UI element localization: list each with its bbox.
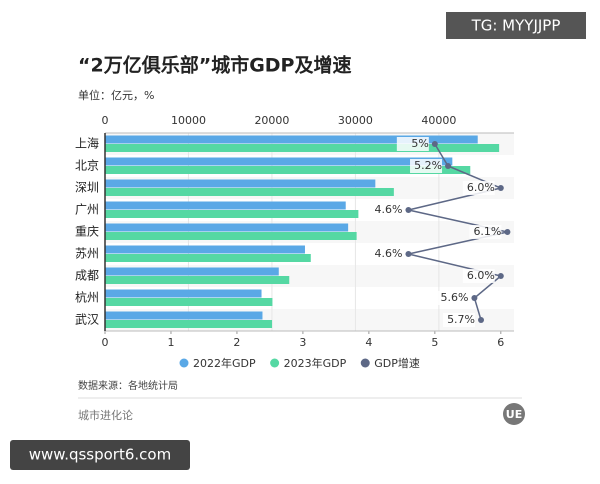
data-label: 6.0%: [467, 269, 495, 282]
legend-label: 2022年GDP: [193, 356, 256, 370]
bar: [105, 232, 357, 240]
bar: [105, 276, 290, 284]
y-tick-label: 北京: [75, 159, 99, 173]
plot: 0 10000 20000 30000 40000 0 1 2 3 4 5 6 5% 5.2% 6.0% 4.…: [75, 114, 514, 370]
bar: [105, 311, 263, 320]
chart-title: “2万亿俱乐部”城市GDP及增速: [78, 54, 352, 77]
bar: [105, 223, 349, 232]
bar: [105, 210, 359, 218]
line-point: [405, 207, 412, 213]
legend-marker: [179, 358, 189, 368]
legend-marker: [360, 358, 370, 368]
line-point: [504, 229, 511, 235]
line-point: [478, 317, 485, 323]
data-label: 6.0%: [467, 181, 495, 194]
legend-label: GDP增速: [374, 356, 420, 370]
x-tick-label: 4: [365, 336, 372, 349]
y-tick-label: 上海: [75, 136, 99, 151]
label-bg: [410, 159, 443, 173]
bar: [105, 135, 478, 144]
label-bg: [443, 313, 476, 327]
source: 数据来源：各地统计局: [78, 379, 178, 392]
label-bg: [469, 225, 502, 239]
data-label: 6.1%: [473, 225, 501, 238]
legend-label: 2023年GDP: [284, 356, 347, 370]
url-banner: www.qssport6.com: [29, 446, 171, 464]
bar: [105, 179, 376, 188]
x-tick-label: 0: [102, 336, 109, 349]
x2-tick-label: 20000: [254, 114, 289, 127]
x-tick-label: 3: [299, 336, 306, 349]
line-point: [445, 163, 452, 169]
bar: [105, 289, 262, 298]
bar: [105, 144, 500, 152]
label-bg: [436, 291, 469, 305]
label-bg: [462, 181, 495, 195]
banner-box: [446, 12, 586, 39]
label-bg: [462, 269, 495, 283]
bar: [105, 166, 471, 174]
line-point: [497, 185, 504, 191]
y-tick-label: 武汉: [75, 313, 99, 327]
x-tick-label: 5: [431, 336, 438, 349]
bar: [105, 254, 311, 262]
line-point: [471, 295, 478, 301]
bar: [105, 267, 279, 276]
footer: 城市进化论: [78, 408, 133, 422]
label-bg: [370, 247, 403, 261]
logo: UE: [506, 408, 522, 421]
label-bg: [370, 203, 403, 217]
line-point: [431, 141, 438, 147]
url-box: [10, 440, 190, 470]
x-tick-label: 1: [167, 336, 174, 349]
y-tick-label: 苏州: [75, 247, 99, 261]
chart-subtitle: 单位：亿元，%: [78, 88, 154, 102]
x-tick-label: 2: [233, 336, 240, 349]
legend-marker: [270, 358, 280, 368]
data-label: 5%: [411, 137, 428, 150]
line-point: [497, 273, 504, 279]
data-label: 5.6%: [440, 291, 468, 304]
bar: [105, 298, 273, 306]
data-label: 5.2%: [414, 159, 442, 172]
bar: [105, 201, 346, 210]
x2-tick-label: 10000: [171, 114, 206, 127]
y-tick-label: 重庆: [75, 225, 99, 239]
y-tick-label: 广州: [75, 203, 99, 217]
data-label: 4.6%: [374, 203, 402, 216]
label-bg: [396, 137, 429, 151]
banner: TG: MYYJJPP: [471, 17, 561, 35]
x2-tick-label: 0: [102, 114, 109, 127]
line-point: [405, 251, 412, 257]
y-tick-label: 深圳: [75, 181, 99, 195]
bar: [105, 245, 305, 254]
y-tick-label: 杭州: [75, 290, 99, 305]
bar: [105, 157, 453, 166]
data-label: 4.6%: [374, 247, 402, 260]
bar: [105, 320, 273, 328]
logo-circle: [503, 403, 525, 425]
x2-tick-label: 40000: [421, 114, 456, 127]
y-tick-label: 成都: [75, 269, 99, 283]
x-tick-label: 6: [497, 336, 504, 349]
x2-tick-label: 30000: [338, 114, 373, 127]
data-label: 5.7%: [447, 313, 475, 326]
bar: [105, 188, 394, 196]
